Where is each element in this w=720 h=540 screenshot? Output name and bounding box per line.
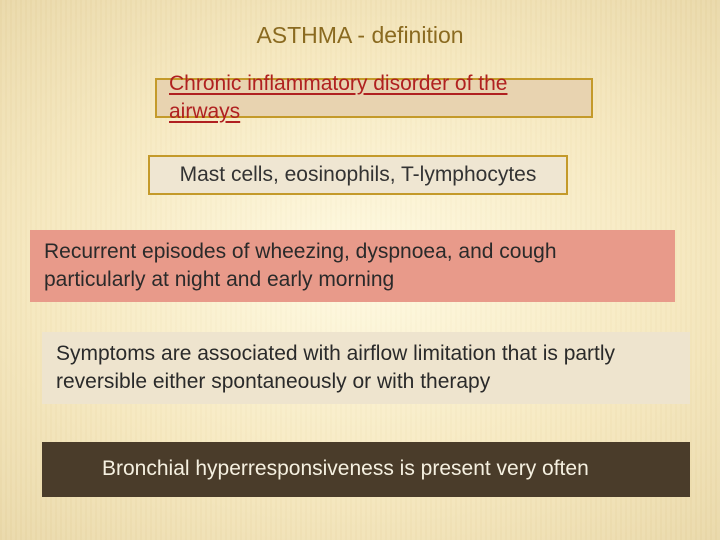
slide: ASTHMA - definition Chronic inflammatory… xyxy=(0,0,720,540)
definition-box-symptoms: Recurrent episodes of wheezing, dyspnoea… xyxy=(30,230,675,302)
slide-title: ASTHMA - definition xyxy=(0,22,720,49)
definition-box-primary: Chronic inflammatory disorder of the air… xyxy=(155,78,593,118)
definition-text-1: Chronic inflammatory disorder of the air… xyxy=(169,70,579,127)
definition-text-2: Mast cells, eosinophils, T-lymphocytes xyxy=(180,161,537,189)
definition-text-3: Recurrent episodes of wheezing, dyspnoea… xyxy=(44,238,661,295)
definition-box-cells: Mast cells, eosinophils, T-lymphocytes xyxy=(148,155,568,195)
definition-box-hyperresponsiveness: Bronchial hyperresponsiveness is present… xyxy=(42,442,690,497)
definition-text-4: Symptoms are associated with airflow lim… xyxy=(56,340,676,397)
definition-text-5: Bronchial hyperresponsiveness is present… xyxy=(102,455,589,483)
definition-box-airflow: Symptoms are associated with airflow lim… xyxy=(42,332,690,404)
